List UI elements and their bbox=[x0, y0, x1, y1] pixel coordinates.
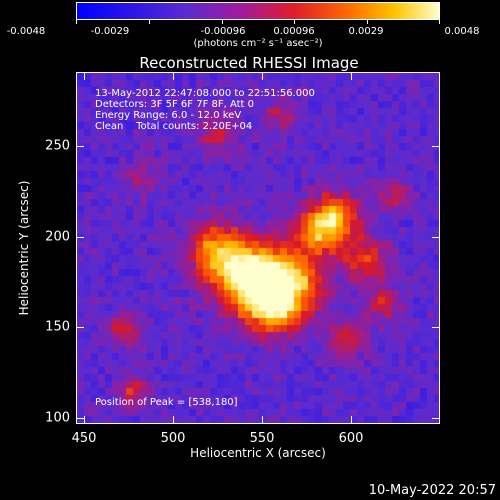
detectors-annotation: Detectors: 3F 5F 6F 7F 8F, Att 0 bbox=[95, 99, 255, 110]
plot-frame bbox=[76, 72, 440, 424]
axis-tick-mark bbox=[262, 73, 263, 80]
y-axis-label: Heliocentric Y (arcsec) bbox=[17, 180, 31, 316]
axis-tick-mark bbox=[432, 237, 439, 238]
footer-timestamp: 10-May-2022 20:57 bbox=[368, 483, 496, 498]
energy-range-annotation: Energy Range: 6.0 - 12.0 keV bbox=[95, 110, 242, 121]
axis-tick-mark bbox=[77, 237, 84, 238]
colorbar-units: (photons cm⁻² s⁻¹ asec⁻²) bbox=[193, 38, 323, 49]
colorbar-tick-label: -0.00096 bbox=[200, 26, 246, 37]
x-tick-label: 600 bbox=[338, 431, 364, 446]
axis-tick-mark bbox=[84, 73, 85, 80]
axis-tick-mark bbox=[77, 418, 84, 419]
time-range-annotation: 13-May-2012 22:47:08.000 to 22:51:56.000 bbox=[95, 88, 315, 99]
colorbar-tick bbox=[149, 20, 150, 24]
colorbar-tick bbox=[294, 20, 295, 24]
x-axis-label: Heliocentric X (arcsec) bbox=[190, 446, 326, 460]
y-tick-label: 250 bbox=[45, 138, 70, 154]
axis-tick-mark bbox=[77, 327, 84, 328]
colorbar-tick bbox=[439, 20, 440, 24]
axis-tick-mark bbox=[77, 146, 84, 147]
x-tick-label: 450 bbox=[71, 431, 97, 446]
colorbar-tick bbox=[367, 20, 368, 24]
axis-tick-mark bbox=[84, 416, 85, 423]
y-tick-label: 200 bbox=[45, 229, 70, 245]
colorbar-tick-label: 0.0048 bbox=[444, 26, 480, 37]
axis-tick-mark bbox=[432, 146, 439, 147]
x-tick-label: 550 bbox=[249, 431, 275, 446]
axis-tick-mark bbox=[262, 416, 263, 423]
chart-title: Reconstructed RHESSI Image bbox=[139, 54, 359, 72]
heatmap-image bbox=[77, 73, 439, 423]
colorbar-tick-label: -0.0029 bbox=[90, 26, 130, 37]
axis-tick-mark bbox=[432, 418, 439, 419]
peak-position-annotation: Position of Peak = [538,180] bbox=[95, 397, 238, 408]
y-tick-label: 100 bbox=[45, 410, 70, 426]
axis-tick-mark bbox=[173, 73, 174, 80]
colorbar-tick-label: -0.0048 bbox=[6, 26, 46, 37]
colorbar-tick-label: 0.0029 bbox=[348, 26, 384, 37]
axis-tick-mark bbox=[351, 416, 352, 423]
x-tick-label: 500 bbox=[160, 431, 186, 446]
colorbar-tick-label: 0.00096 bbox=[273, 26, 315, 37]
colorbar-tick bbox=[76, 20, 77, 24]
axis-tick-mark bbox=[432, 327, 439, 328]
total-counts-annotation: Clean Total counts: 2.20E+04 bbox=[95, 121, 253, 132]
axis-tick-mark bbox=[351, 73, 352, 80]
y-tick-label: 150 bbox=[45, 319, 70, 335]
colorbar bbox=[76, 2, 440, 20]
colorbar-tick bbox=[222, 20, 223, 24]
axis-tick-mark bbox=[173, 416, 174, 423]
